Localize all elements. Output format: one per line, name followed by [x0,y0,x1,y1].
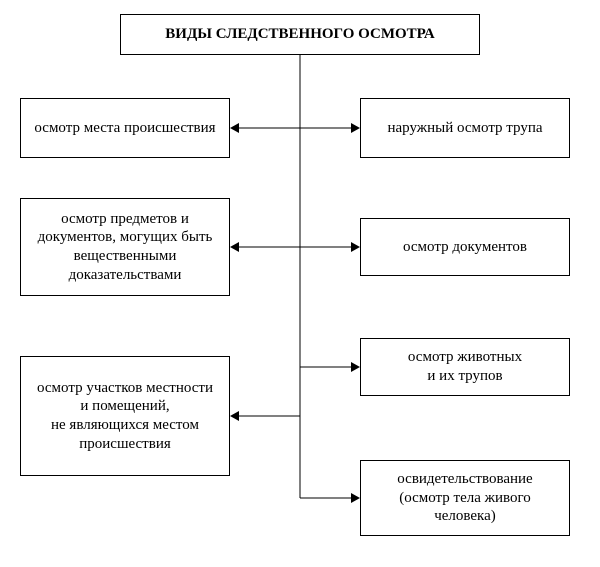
node-right-4: освидетельствование (осмотр тела живого … [360,460,570,536]
node-left-2: осмотр предметов и документов, могущих б… [20,198,230,296]
node-right-2: осмотр документов [360,218,570,276]
node-right-1: наружный осмотр трупа [360,98,570,158]
node-left-1: осмотр места происшествия [20,98,230,158]
title-node: ВИДЫ СЛЕДСТВЕННОГО ОСМОТРА [120,14,480,55]
node-right-3: осмотр животных и их трупов [360,338,570,396]
node-left-3: осмотр участков местности и помещений, н… [20,356,230,476]
